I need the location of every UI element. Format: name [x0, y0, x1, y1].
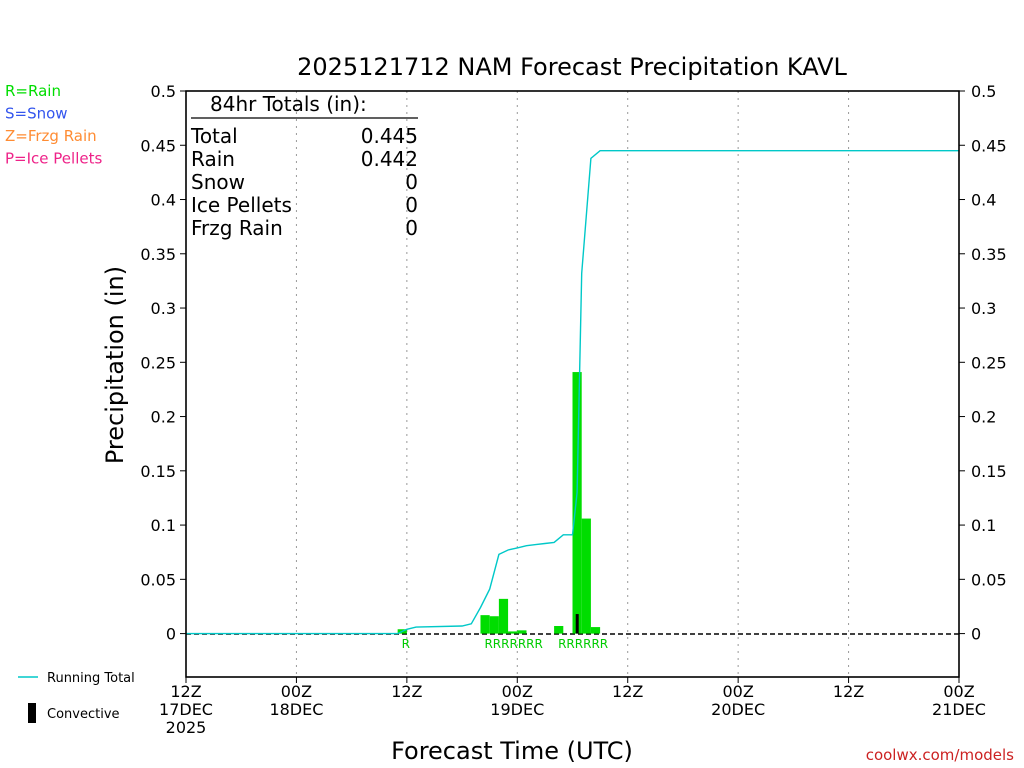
precip-type-key: R=Rain S=Snow Z=Frzg Rain P=Ice Pellets	[5, 82, 102, 168]
x-tick-label: 19DEC	[490, 700, 544, 719]
y-tick-label-left: 0.35	[140, 245, 176, 264]
ptype-label: RRRRRR	[558, 637, 608, 651]
totals-row-label: Total	[190, 124, 238, 148]
legend: Running Total Convective	[18, 671, 135, 723]
rain-bar	[517, 630, 527, 634]
y-tick-label-left: 0.5	[151, 82, 176, 101]
x-tick-label: 21DEC	[932, 700, 986, 719]
y-tick-label-left: 0.1	[151, 516, 176, 535]
ptype-label: R	[402, 637, 410, 651]
convective-bar	[575, 614, 579, 634]
x-axis-label: Forecast Time (UTC)	[391, 737, 633, 765]
totals-heading: 84hr Totals (in):	[210, 92, 367, 116]
rain-bar	[581, 518, 591, 634]
type-key-item: R=Rain	[5, 82, 61, 100]
y-tick-label-right: 0.05	[971, 570, 1007, 589]
rain-bar	[572, 372, 582, 634]
y-tick-label-left: 0.05	[140, 570, 176, 589]
x-tick-label: 12Z	[391, 682, 422, 701]
y-tick-label-right: 0.4	[971, 191, 996, 210]
y-tick-label-right: 0.15	[971, 462, 1007, 481]
rain-bar	[554, 625, 564, 634]
rain-bar	[480, 615, 490, 634]
x-tick-label: 17DEC	[159, 700, 213, 719]
ptype-labels: R RRRRRRR RRRRRR	[402, 637, 608, 651]
type-key-item: P=Ice Pellets	[5, 150, 102, 168]
x-tick-label: 12Z	[612, 682, 643, 701]
rain-bar	[498, 598, 509, 634]
legend-convective-swatch	[28, 703, 36, 723]
legend-convective-label: Convective	[47, 707, 120, 722]
x-tick-label: 00Z	[943, 682, 974, 701]
totals-row-value: 0.442	[361, 147, 418, 171]
y-tick-label-right: 0.35	[971, 245, 1007, 264]
y-tick-label-left: 0.25	[140, 353, 176, 372]
type-key-item: S=Snow	[5, 105, 68, 123]
totals-row-value: 0	[405, 170, 418, 194]
y-tick-label-left: 0.15	[140, 462, 176, 481]
y-tick-label-right: 0.2	[971, 408, 996, 427]
running-total-line	[186, 149, 959, 635]
y-tick-label-left: 0.2	[151, 408, 176, 427]
rain-bar	[489, 616, 499, 634]
totals-row-label: Frzg Rain	[191, 216, 283, 240]
credit-text: coolwx.com/models	[866, 746, 1014, 764]
totals-row-value: 0	[405, 216, 418, 240]
y-tick-label-right: 0.3	[971, 299, 996, 318]
x-tick-label: 00Z	[281, 682, 312, 701]
y-tick-label-left: 0.4	[151, 191, 176, 210]
x-tick-label: 18DEC	[269, 700, 323, 719]
x-tick-label: 20DEC	[711, 700, 765, 719]
chart-title: 2025121712 NAM Forecast Precipitation KA…	[297, 53, 847, 81]
x-tick-label: 12Z	[170, 682, 201, 701]
y-tick-label-right: 0.5	[971, 82, 996, 101]
type-key-item: Z=Frzg Rain	[5, 127, 97, 145]
x-tick-label: 2025	[166, 718, 207, 737]
rain-bar	[508, 631, 518, 634]
precip-bars	[397, 372, 601, 634]
y-tick-label-left: 0.3	[151, 299, 176, 318]
y-tick-label-right: 0	[971, 625, 981, 644]
y-axis-label: Precipitation (in)	[101, 266, 129, 464]
x-tick-label: 00Z	[502, 682, 533, 701]
x-tick-label: 00Z	[722, 682, 753, 701]
y-tick-label-right: 0.25	[971, 353, 1007, 372]
totals-row-value: 0.445	[361, 124, 418, 148]
totals-box: 84hr Totals (in): Total 0.445 Rain 0.442 Sno…	[190, 92, 418, 240]
y-tick-label-left: 0	[166, 625, 176, 644]
y-ticks: 0.5 0.5 0.45 0.45 0.4 0.4 0.35 0.35 0.3 0.3 0.25 0.…	[140, 82, 1006, 644]
y-tick-label-right: 0.1	[971, 516, 996, 535]
ptype-label: RRRRRRR	[484, 637, 542, 651]
totals-row-value: 0	[405, 193, 418, 217]
totals-row-label: Ice Pellets	[191, 193, 292, 217]
x-tick-label: 12Z	[833, 682, 864, 701]
rain-bar	[590, 627, 601, 634]
y-tick-label-right: 0.45	[971, 136, 1007, 155]
y-tick-label-left: 0.45	[140, 136, 176, 155]
totals-row-label: Snow	[191, 170, 245, 194]
plot-frame	[185, 90, 960, 678]
totals-row-label: Rain	[191, 147, 235, 171]
legend-running-total-label: Running Total	[47, 671, 135, 686]
